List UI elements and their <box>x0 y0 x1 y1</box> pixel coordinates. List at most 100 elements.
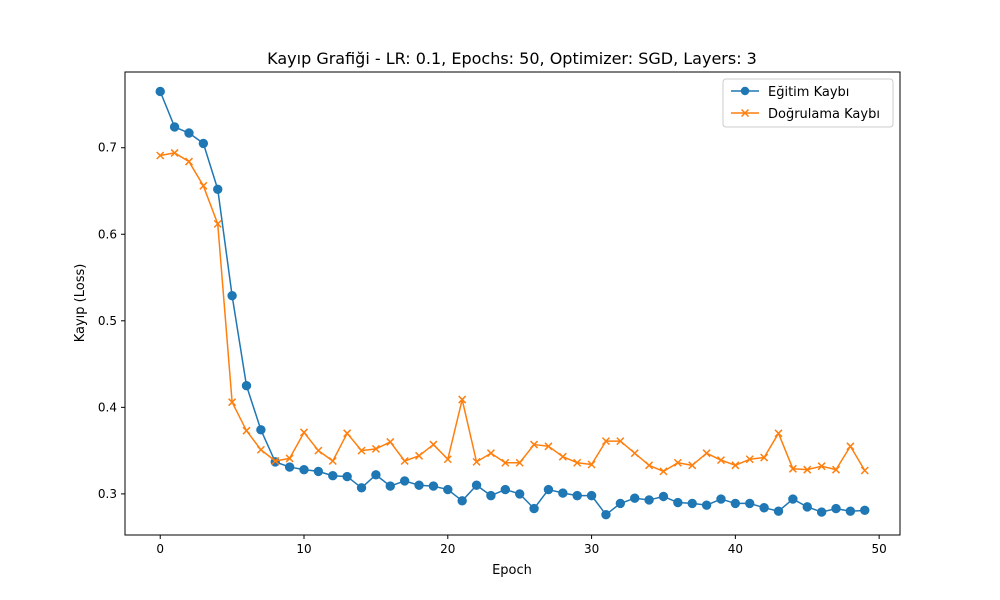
data-point <box>673 458 682 467</box>
data-point <box>241 381 252 391</box>
data-point <box>429 440 438 449</box>
data-point <box>285 454 294 463</box>
data-point <box>860 466 869 475</box>
x-tick-label: 50 <box>872 542 887 556</box>
data-point <box>529 503 539 514</box>
x-tick-label: 30 <box>584 542 599 556</box>
legend: Eğitim Kaybı Doğrulama Kaybı <box>722 78 894 128</box>
data-point <box>371 470 381 480</box>
data-point <box>544 442 553 451</box>
data-point <box>658 491 669 502</box>
data-point <box>356 483 367 493</box>
data-point <box>788 494 798 504</box>
data-point <box>328 471 338 481</box>
y-tick-label: 0.7 <box>98 141 117 155</box>
data-point <box>284 462 295 472</box>
x-axis-label: Epoch <box>492 563 532 578</box>
data-point <box>817 462 826 471</box>
data-point <box>530 440 539 449</box>
x-tick-label: 40 <box>728 542 743 556</box>
data-point <box>242 426 251 435</box>
data-point <box>458 395 467 404</box>
data-point <box>385 481 395 491</box>
data-point <box>645 461 654 470</box>
data-point <box>213 219 222 228</box>
data-point <box>328 456 337 466</box>
data-point <box>730 498 741 509</box>
data-point <box>630 449 639 458</box>
data-point <box>371 444 380 453</box>
data-point <box>486 449 495 458</box>
data-point <box>443 484 453 495</box>
data-point <box>701 500 712 510</box>
data-point <box>558 488 568 498</box>
data-point <box>543 484 554 495</box>
data-point <box>184 128 194 138</box>
data-point <box>759 503 769 513</box>
data-point <box>601 509 611 520</box>
data-point <box>788 464 797 473</box>
x-tick-label: 20 <box>440 542 455 556</box>
data-point <box>472 457 481 466</box>
data-point <box>501 458 510 467</box>
data-point <box>486 490 496 501</box>
data-point <box>514 489 525 499</box>
data-point <box>572 490 582 501</box>
data-point <box>343 429 352 438</box>
y-tick-label: 0.4 <box>98 400 117 414</box>
data-point <box>299 464 309 475</box>
data-point <box>155 86 165 97</box>
data-point <box>831 465 841 474</box>
data-point <box>860 505 870 516</box>
data-point <box>357 446 366 455</box>
legend-label: Doğrulama Kaybı <box>768 107 880 122</box>
data-point <box>156 151 165 160</box>
data-point <box>169 122 180 132</box>
plot-area: 0 10 20 30 40 50 0.3 0.4 0.5 0.6 0.7 <box>98 71 901 556</box>
data-point <box>271 456 280 466</box>
data-point <box>414 480 424 490</box>
series-2 <box>156 148 869 476</box>
data-point <box>702 449 711 458</box>
data-point <box>573 458 582 467</box>
data-point <box>400 456 409 466</box>
data-point <box>228 398 237 407</box>
data-point <box>457 496 467 506</box>
data-point <box>601 437 610 446</box>
data-point <box>399 476 410 486</box>
data-point <box>803 465 812 474</box>
data-point <box>615 498 626 509</box>
data-point <box>687 498 697 509</box>
data-point <box>428 481 439 491</box>
data-point <box>586 490 597 501</box>
y-tick-label: 0.6 <box>98 227 117 241</box>
data-point <box>745 455 754 464</box>
data-point <box>500 484 511 495</box>
data-point <box>515 458 524 467</box>
data-point <box>386 437 395 446</box>
data-point <box>802 502 812 512</box>
data-point <box>630 493 640 503</box>
data-point <box>688 461 697 470</box>
data-point <box>731 461 740 470</box>
data-point <box>313 466 324 477</box>
data-point <box>745 498 755 509</box>
x-tick-label: 0 <box>156 542 164 556</box>
data-point <box>558 452 567 461</box>
data-point <box>256 425 266 435</box>
legend-marker <box>740 86 750 96</box>
data-point <box>673 497 683 508</box>
data-point <box>773 506 784 516</box>
data-point <box>659 467 668 476</box>
data-point <box>443 455 452 464</box>
data-point <box>831 503 841 514</box>
x-tick-label: 10 <box>296 542 311 556</box>
data-point <box>227 291 237 301</box>
data-point <box>471 480 482 490</box>
data-point <box>256 445 265 454</box>
data-point <box>845 506 856 516</box>
data-point <box>198 138 209 149</box>
data-point <box>213 184 223 194</box>
data-point <box>774 429 783 438</box>
